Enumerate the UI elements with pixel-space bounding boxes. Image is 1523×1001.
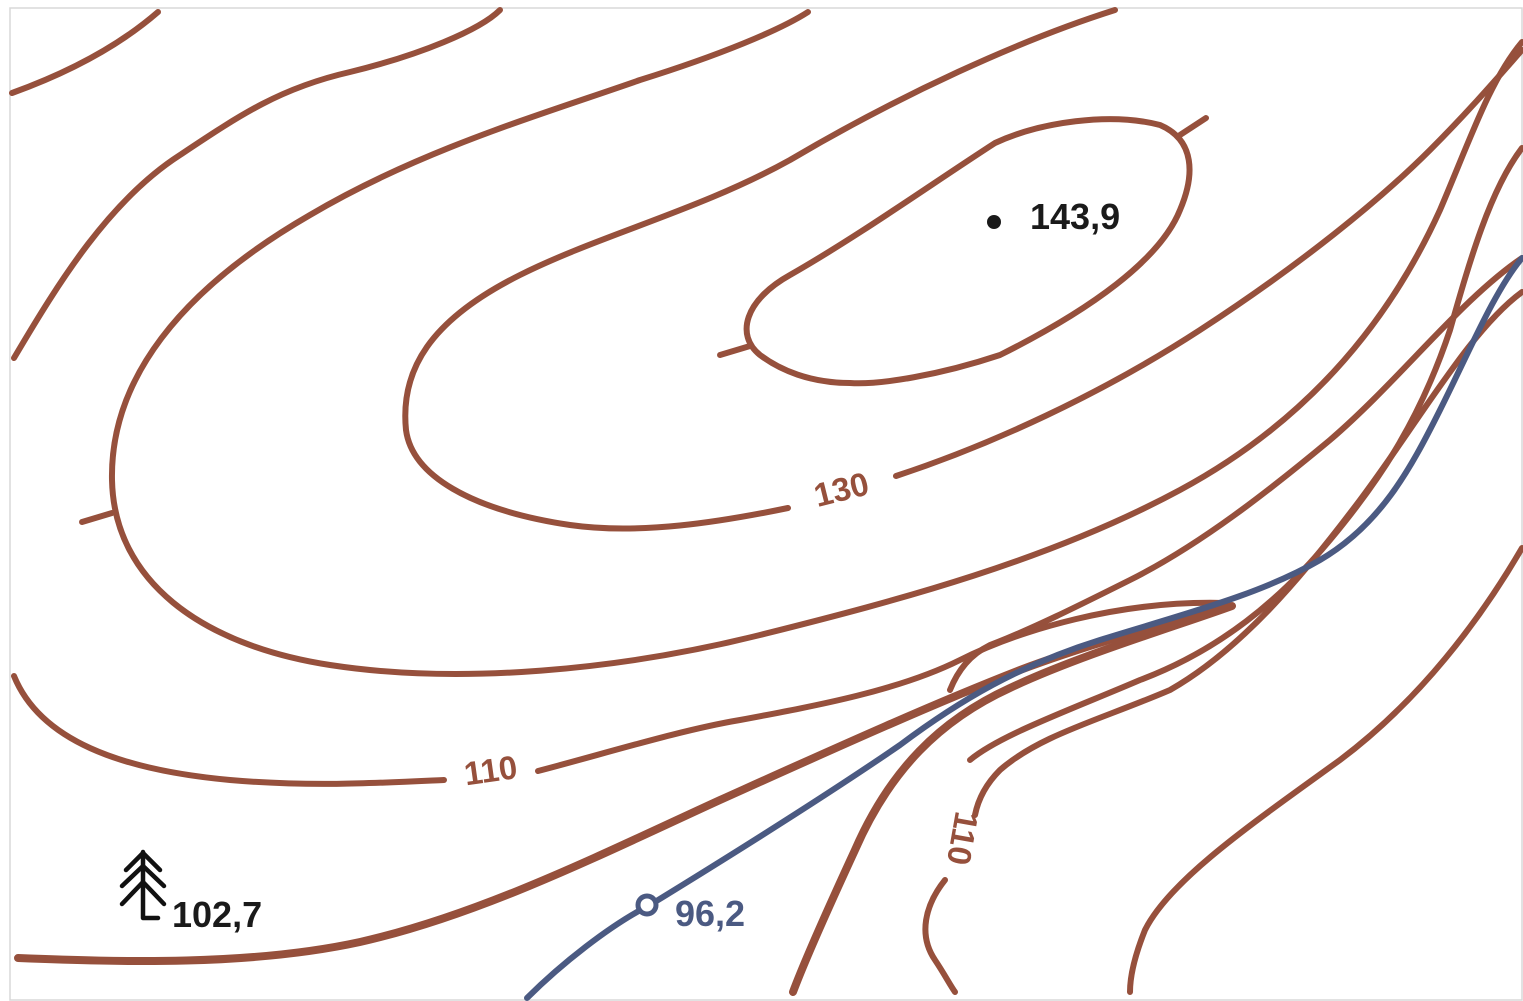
contour-line (11, 673, 447, 787)
contour-line (789, 602, 1236, 996)
contour-label-110-left: 110 (462, 748, 520, 792)
contour-tick (717, 343, 753, 358)
contour-lines (9, 7, 1523, 996)
contour-line (967, 145, 1523, 763)
contour-line (947, 255, 1523, 693)
contour-line (535, 599, 1228, 774)
contour-line (11, 7, 503, 361)
river-point-circle-icon (635, 893, 659, 917)
contour-line (1127, 545, 1523, 995)
contour-line (108, 9, 1523, 677)
contour-line (893, 47, 1523, 479)
river-point-elevation-label: 96,2 (675, 893, 745, 934)
contour-line (972, 289, 1523, 818)
contour-label-110-right: 110 (940, 809, 986, 868)
river-line (524, 255, 1523, 1001)
contour-line (402, 7, 1118, 532)
contour-line (743, 116, 1193, 387)
summit-elevation-label: 143,9 (1030, 196, 1120, 237)
contour-line (9, 9, 161, 96)
map-frame (9, 7, 1523, 1001)
forest-elevation-label: 102,7 (172, 894, 262, 935)
contour-tick (79, 510, 115, 525)
summit-dot-icon (987, 215, 1001, 229)
contour-tick (1177, 115, 1209, 138)
contour-line (922, 877, 958, 995)
conifer-tree-icon (119, 849, 167, 921)
